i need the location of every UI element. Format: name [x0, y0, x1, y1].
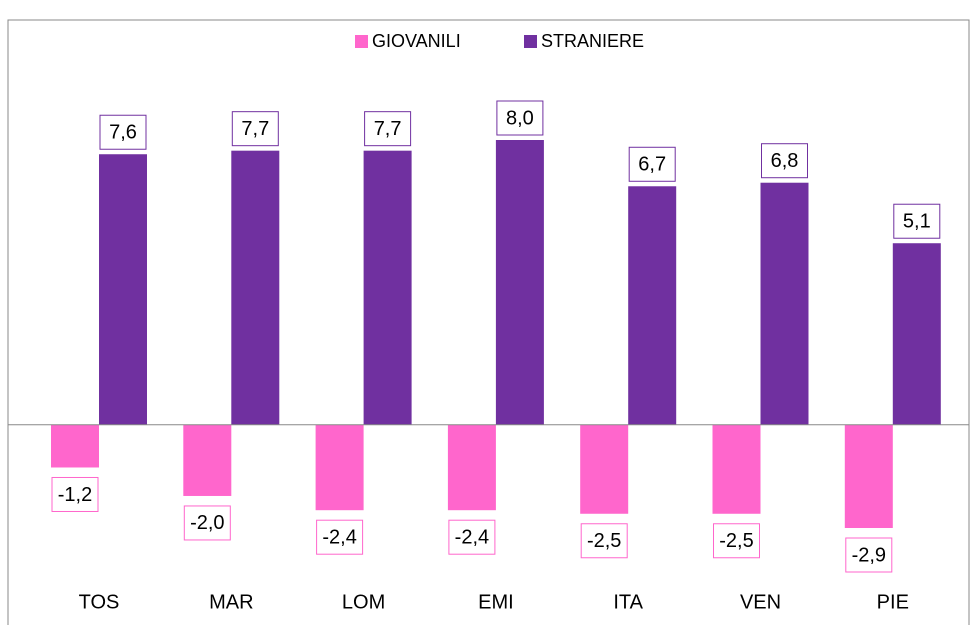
value-label-box	[761, 143, 808, 179]
bar	[495, 140, 544, 425]
bar	[315, 424, 364, 511]
x-tick-label: LOM	[342, 591, 385, 613]
value-label-box	[628, 146, 676, 182]
value-label-box	[231, 111, 279, 147]
value-label-box	[183, 505, 231, 541]
value-label-box	[580, 523, 628, 559]
legend-swatch	[524, 35, 537, 48]
value-label-box	[448, 519, 496, 555]
value-label-box	[496, 100, 544, 136]
value-label: 6,8	[771, 150, 799, 172]
value-label: -2,9	[852, 544, 886, 566]
bar	[183, 424, 232, 496]
value-label: -2,4	[455, 526, 489, 548]
bar	[231, 150, 280, 425]
value-label: -2,5	[719, 530, 753, 552]
legend-swatch	[355, 35, 368, 48]
bar	[892, 243, 941, 425]
value-label: 8,0	[506, 107, 534, 129]
x-tick-label: VEN	[740, 591, 781, 613]
value-label-box	[51, 476, 99, 512]
bar	[447, 424, 496, 511]
value-label-box	[713, 523, 760, 559]
value-label: 5,1	[903, 211, 931, 233]
bar	[363, 150, 412, 425]
value-label-box	[364, 111, 412, 147]
value-label: -1,2	[58, 484, 92, 506]
value-label: -2,5	[587, 530, 621, 552]
value-label-box	[845, 537, 893, 573]
x-tick-label: ITA	[613, 591, 643, 613]
bar	[712, 424, 761, 514]
legend: GIOVANILI STRANIERE	[355, 31, 644, 51]
value-label-box	[316, 519, 364, 555]
bar	[51, 424, 99, 468]
bar	[628, 186, 677, 425]
bar	[760, 182, 809, 425]
value-label: 7,6	[109, 122, 137, 144]
value-label: 7,7	[374, 118, 402, 140]
value-label-box	[893, 203, 941, 239]
value-label-box	[99, 114, 147, 150]
bar	[844, 424, 893, 528]
x-tick-label: EMI	[478, 591, 514, 613]
bar	[99, 154, 147, 425]
x-tick-label: TOS	[79, 591, 120, 613]
x-tick-label: MAR	[209, 591, 253, 613]
legend-label: GIOVANILI	[372, 31, 461, 51]
value-label: 7,7	[241, 118, 269, 140]
value-label: -2,0	[190, 512, 224, 534]
value-label: 6,7	[638, 154, 666, 176]
x-tick-label: PIE	[877, 591, 909, 613]
value-label: -2,4	[322, 526, 356, 548]
legend-label: STRANIERE	[541, 31, 644, 51]
bar	[580, 424, 629, 514]
